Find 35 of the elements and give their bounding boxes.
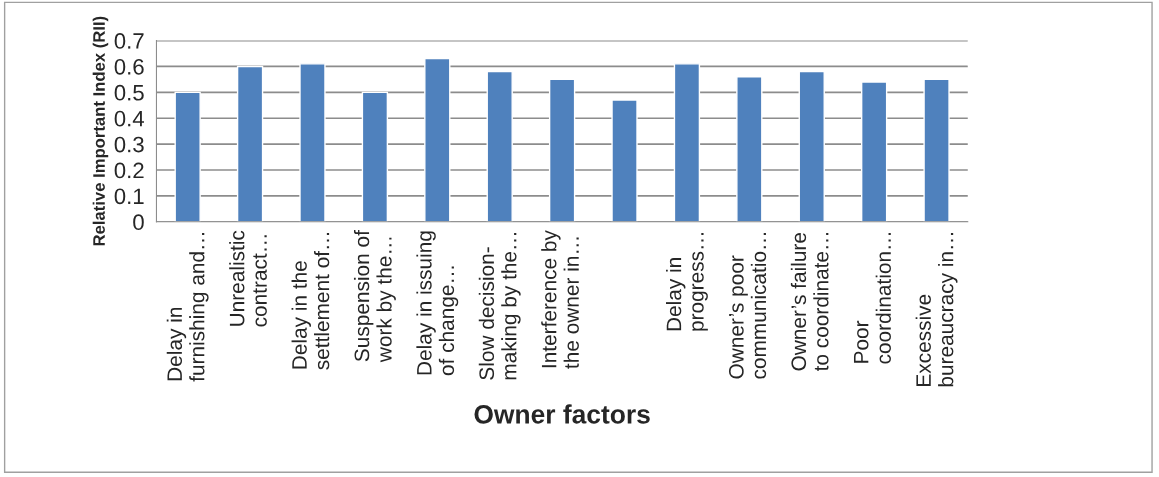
bar: [236, 65, 264, 222]
y-axis-title: Relative Important Index (RII): [92, 16, 109, 246]
y-tick-label: 0.4: [114, 110, 145, 127]
bar: [860, 81, 888, 222]
x-tick-label: Interference by the owner in…: [541, 230, 579, 369]
x-tick-label: Delay in the settlement of…: [291, 232, 330, 370]
x-tick-label: Delay in issuing of change…: [416, 231, 459, 376]
x-tick-label: Delay in progress…: [666, 232, 708, 331]
bar: [798, 70, 825, 222]
x-tick-label: Suspension of work by the…: [353, 230, 396, 363]
bar: [736, 76, 763, 222]
x-tick-label: Owner’s failure to coordinate…: [790, 232, 829, 372]
y-tick-label: 0: [133, 214, 144, 231]
x-tick-label: Excessive bureaucracy in…: [915, 232, 958, 387]
x-tick-label: Unrealistic contract…: [229, 230, 267, 327]
bar: [548, 78, 576, 222]
bar: [611, 99, 638, 222]
x-tick-label: Owner’s poor communicatio…: [728, 232, 767, 379]
y-tick-label: 0.5: [114, 84, 144, 101]
bar: [923, 78, 950, 222]
bar: [673, 63, 701, 222]
y-tick-label: 0.6: [114, 58, 144, 75]
x-tick-label: Slow decision- making by the…: [478, 232, 521, 380]
y-tick-label: 0.3: [114, 136, 144, 153]
y-tick-label: 0.7: [114, 33, 144, 49]
bar: [486, 70, 513, 222]
bar: [174, 91, 201, 222]
bar: [361, 91, 389, 222]
x-axis-title: Owner factors: [474, 404, 650, 424]
y-tick-label: 0.2: [114, 162, 144, 179]
x-tick-label: Delay in furnishing and…: [166, 232, 209, 382]
bar: [299, 63, 326, 222]
y-tick-label: 0.1: [114, 188, 144, 205]
x-tick-label: Poor coordination…: [853, 232, 891, 364]
bar: [424, 57, 451, 222]
